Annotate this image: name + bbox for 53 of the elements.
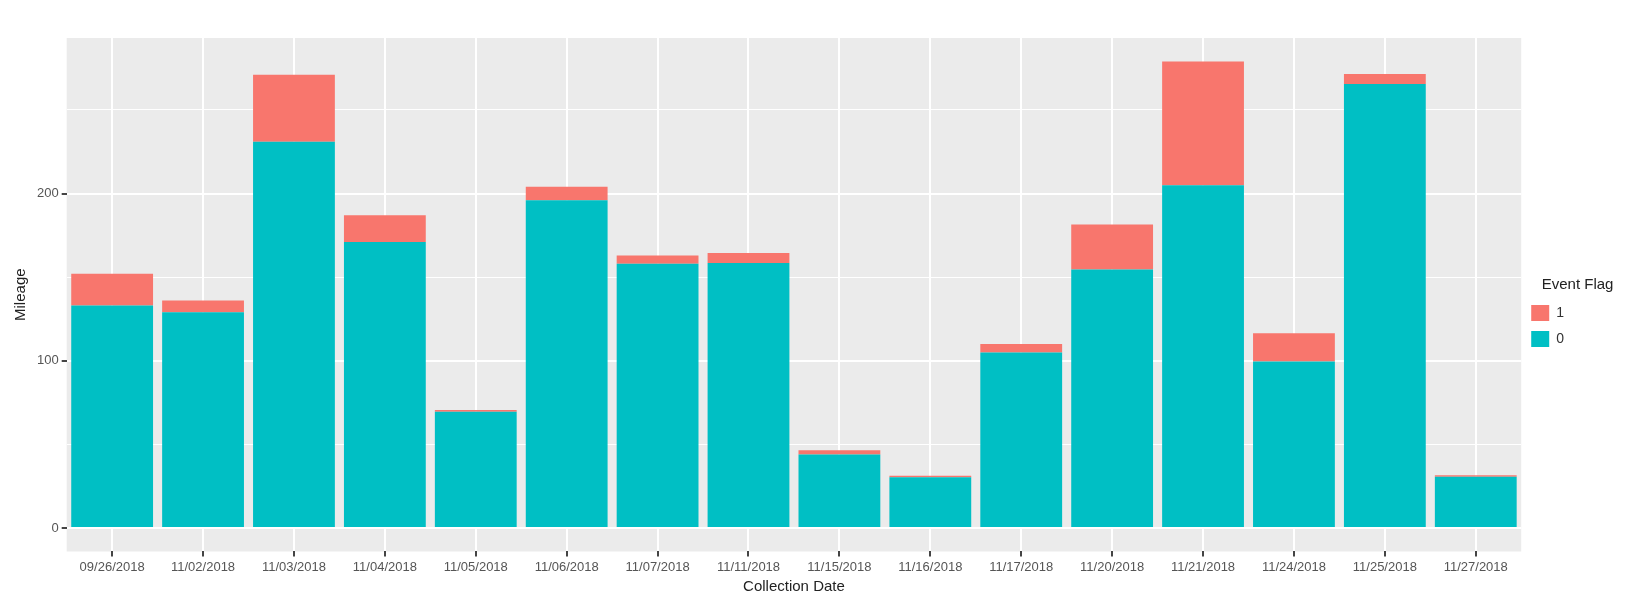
bar	[71, 273, 154, 306]
bar	[1071, 224, 1154, 270]
x-tick-label: 09/26/2018	[79, 558, 145, 574]
bar	[525, 200, 608, 527]
bar	[980, 352, 1063, 527]
legend-label: 0	[1556, 329, 1565, 346]
bar	[707, 262, 790, 527]
x-tick-label: 11/04/2018	[352, 558, 417, 574]
bar	[1343, 73, 1426, 84]
bar	[707, 252, 790, 263]
bar	[798, 454, 881, 527]
bar	[162, 312, 244, 527]
x-tick-label: 11/16/2018	[898, 558, 963, 574]
bar	[798, 450, 881, 455]
bar	[980, 344, 1063, 353]
legend-label: 1	[1556, 303, 1565, 320]
x-tick-label: 11/03/2018	[261, 558, 327, 574]
x-tick-label: 11/17/2018	[989, 558, 1054, 574]
x-tick-label: 11/05/2018	[443, 558, 508, 574]
x-tick-label: 11/20/2018	[1080, 558, 1145, 574]
bar	[1071, 269, 1154, 527]
x-tick-label: 11/02/2018	[171, 558, 236, 574]
y-tick-label: 0	[51, 519, 59, 535]
bar	[1434, 476, 1517, 527]
x-tick-label: 11/11/2018	[716, 558, 781, 574]
bar	[434, 411, 517, 527]
x-tick-label: 11/27/2018	[1443, 558, 1508, 574]
bar	[71, 305, 154, 527]
bar	[162, 300, 244, 313]
bar	[1253, 333, 1335, 362]
y-axis-title: Mileage	[11, 268, 29, 321]
bar	[1162, 185, 1244, 527]
bar	[1343, 83, 1426, 527]
x-tick-label: 11/07/2018	[625, 558, 690, 574]
y-tick-label: 200	[36, 185, 59, 201]
bar	[343, 242, 426, 527]
bar	[525, 186, 608, 201]
y-tick-label: 100	[36, 352, 59, 368]
legend-title: Event Flag	[1541, 274, 1614, 292]
x-tick-label: 11/15/2018	[807, 558, 872, 574]
bar	[253, 74, 335, 142]
x-tick-label: 11/24/2018	[1261, 558, 1326, 574]
bar	[1162, 61, 1244, 186]
bar	[616, 255, 699, 264]
bar	[253, 141, 335, 527]
bar	[343, 215, 426, 243]
bar	[1253, 361, 1335, 527]
bar	[889, 477, 972, 527]
bar	[616, 263, 699, 527]
x-axis-title: Collection Date	[743, 577, 845, 595]
x-tick-label: 11/21/2018	[1170, 558, 1236, 574]
x-tick-label: 11/06/2018	[534, 558, 599, 574]
x-tick-label: 11/25/2018	[1352, 558, 1417, 574]
